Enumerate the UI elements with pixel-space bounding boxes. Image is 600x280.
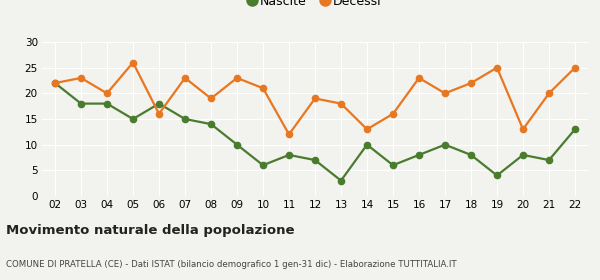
Legend: Nascite, Decessi: Nascite, Decessi [244, 0, 386, 13]
Text: COMUNE DI PRATELLA (CE) - Dati ISTAT (bilancio demografico 1 gen-31 dic) - Elabo: COMUNE DI PRATELLA (CE) - Dati ISTAT (bi… [6, 260, 457, 269]
Text: Movimento naturale della popolazione: Movimento naturale della popolazione [6, 224, 295, 237]
